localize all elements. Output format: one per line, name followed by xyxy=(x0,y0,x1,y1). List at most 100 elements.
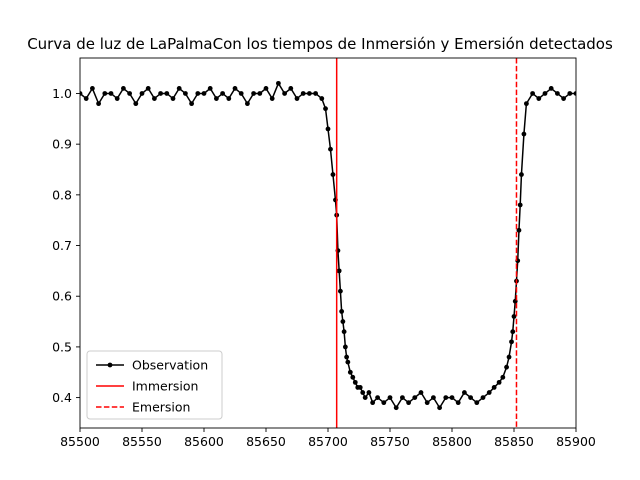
observation-point xyxy=(536,96,542,101)
observation-point xyxy=(412,395,418,400)
observation-point xyxy=(127,91,132,96)
observation-point xyxy=(195,91,201,96)
observation-point xyxy=(183,91,188,96)
y-axis: 0.4 0.5 0.6 0.7 0.8 0.9 1.0 xyxy=(52,86,80,405)
observation-point xyxy=(300,91,306,96)
observation-point xyxy=(573,91,576,96)
observation-point xyxy=(251,91,256,96)
observation-point xyxy=(245,101,250,107)
observation-point xyxy=(282,91,287,96)
observation-point xyxy=(555,91,560,96)
observation-point xyxy=(238,91,244,96)
y-tick-label: 0.7 xyxy=(52,238,72,253)
y-tick-label: 0.5 xyxy=(52,339,72,354)
x-tick-label: 85850 xyxy=(494,434,534,449)
observation-point xyxy=(80,91,83,96)
observation-point xyxy=(96,101,101,107)
observation-point xyxy=(339,309,345,314)
observation-point xyxy=(516,227,522,233)
observation-point xyxy=(207,86,213,91)
observation-point xyxy=(504,364,509,370)
observation-point xyxy=(164,91,170,96)
observation-point xyxy=(288,86,294,91)
observation-point xyxy=(561,96,566,101)
observation-point xyxy=(345,359,351,365)
observation-point xyxy=(83,96,89,101)
observation-point xyxy=(510,329,516,335)
observation-point xyxy=(139,91,145,96)
observation-point xyxy=(323,106,328,112)
x-tick-label: 85750 xyxy=(370,434,410,449)
observation-point xyxy=(347,369,353,375)
observation-point xyxy=(542,91,548,96)
observation-point xyxy=(158,91,164,96)
observation-point xyxy=(381,400,387,406)
observation-point xyxy=(307,91,312,96)
observation-point xyxy=(352,379,358,385)
legend-observation-marker xyxy=(107,362,113,368)
observation-point xyxy=(393,405,399,411)
observation-point xyxy=(342,344,348,350)
observation-point xyxy=(418,390,424,395)
observation-point xyxy=(201,91,207,96)
observation-point xyxy=(214,96,219,101)
observation-point xyxy=(567,91,573,96)
observation-point xyxy=(360,390,366,395)
observation-point xyxy=(431,395,436,400)
observation-point xyxy=(519,172,524,177)
y-tick-label: 1.0 xyxy=(52,86,72,101)
observation-point xyxy=(509,339,514,345)
legend: Observation Immersion Emersion xyxy=(86,350,223,420)
observation-point xyxy=(455,400,461,406)
legend-observation-label: Observation xyxy=(132,358,208,373)
observation-point xyxy=(220,91,226,96)
observation-point xyxy=(189,101,195,107)
observation-point xyxy=(328,146,333,152)
observation-point xyxy=(257,91,263,96)
observation-point xyxy=(232,86,238,91)
x-tick-label: 85650 xyxy=(246,434,286,449)
observation-point xyxy=(521,131,527,137)
observation-point xyxy=(480,395,486,400)
observation-point xyxy=(114,96,120,101)
observation-point xyxy=(370,400,376,406)
observation-point xyxy=(176,86,182,91)
x-tick-label: 85500 xyxy=(60,434,100,449)
observation-point xyxy=(530,91,535,96)
observation-point xyxy=(506,354,512,360)
observation-point xyxy=(548,86,554,91)
observation-point xyxy=(269,96,275,101)
observation-point xyxy=(375,395,380,400)
observation-point xyxy=(449,395,455,400)
observation-point xyxy=(387,395,393,400)
observation-point xyxy=(468,395,473,400)
x-tick-label: 85900 xyxy=(556,434,596,449)
observation-point xyxy=(226,96,232,101)
observation-point xyxy=(263,86,269,91)
legend-box xyxy=(86,350,223,420)
observation-point xyxy=(437,405,442,411)
observation-point xyxy=(276,80,281,86)
observation-point xyxy=(357,385,363,390)
observation-point xyxy=(524,101,529,107)
observation-point xyxy=(474,400,480,406)
observation-point xyxy=(102,91,108,96)
observation-point xyxy=(496,379,502,385)
x-tick-label: 85800 xyxy=(432,434,472,449)
observation-point xyxy=(90,86,95,91)
legend-immersion-label: Immersion xyxy=(132,379,198,394)
observation-point xyxy=(340,319,346,324)
data-layer xyxy=(80,58,576,428)
observation-point xyxy=(108,91,114,96)
observation-point xyxy=(294,96,300,101)
observation-point xyxy=(145,86,151,91)
observation-point xyxy=(344,354,349,360)
observation-point xyxy=(341,329,347,335)
x-tick-label: 85550 xyxy=(122,434,162,449)
chart-title: Curva de luz de LaPalmaCon los tiempos d… xyxy=(27,35,613,53)
observation-point xyxy=(170,96,176,101)
y-tick-label: 0.6 xyxy=(52,289,72,304)
observation-point xyxy=(443,395,449,400)
plot-area xyxy=(79,57,577,429)
